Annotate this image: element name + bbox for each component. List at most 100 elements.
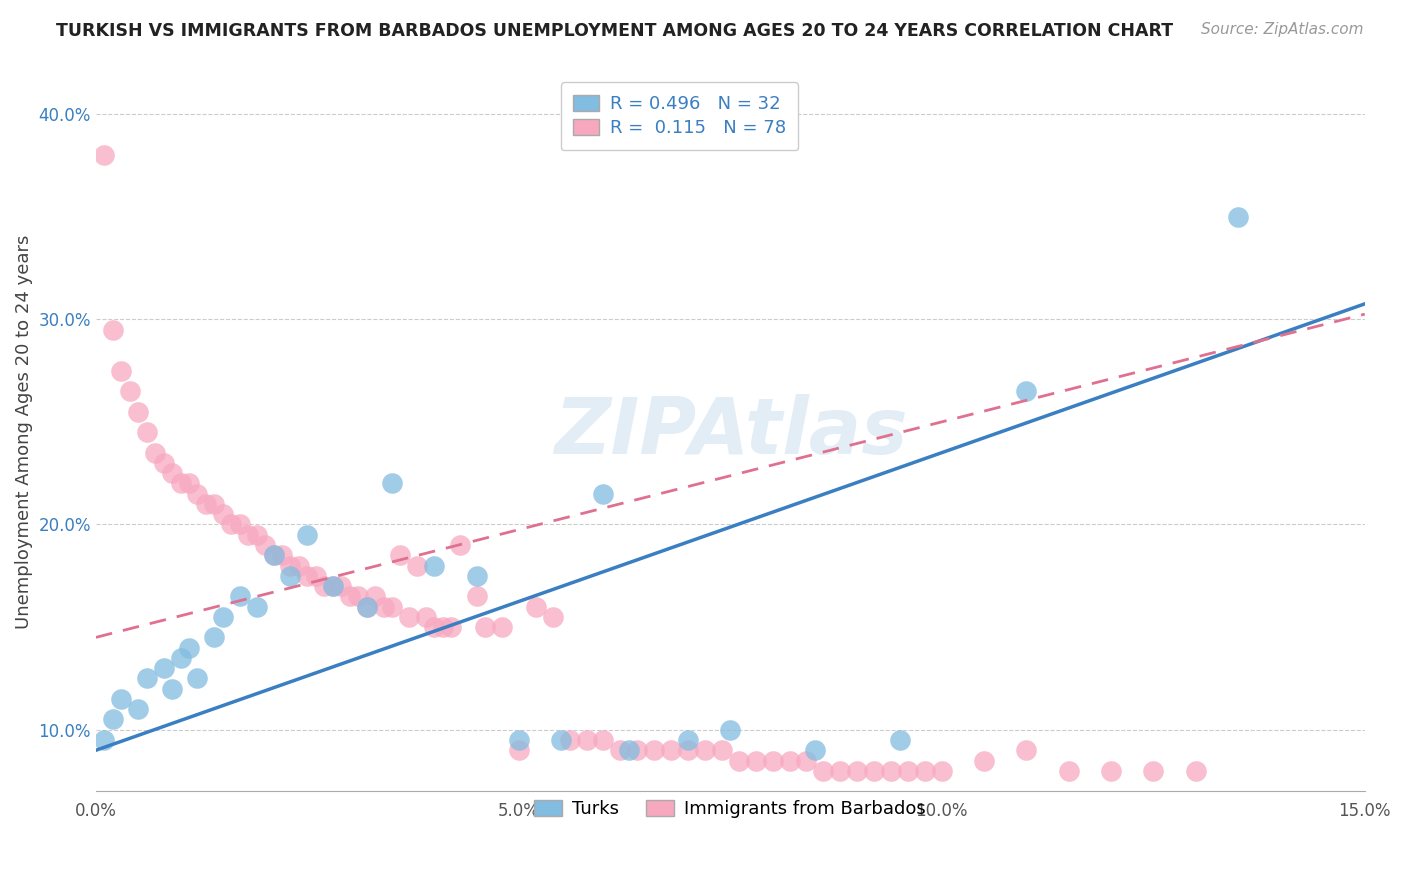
Point: [228, 590, 250, 604]
Point: [110, 692, 132, 706]
Point: [177, 476, 200, 491]
Point: [440, 620, 463, 634]
Point: [322, 579, 344, 593]
Point: [101, 322, 124, 336]
Legend: Turks, Immigrants from Barbados: Turks, Immigrants from Barbados: [527, 793, 934, 825]
Point: [160, 466, 183, 480]
Point: [202, 631, 225, 645]
Point: [219, 517, 242, 532]
Point: [897, 764, 920, 778]
Point: [432, 620, 454, 634]
Point: [118, 384, 141, 398]
Point: [127, 404, 149, 418]
Point: [1142, 764, 1164, 778]
Point: [889, 733, 911, 747]
Point: [339, 590, 361, 604]
Point: [169, 476, 191, 491]
Point: [364, 590, 387, 604]
Point: [550, 733, 572, 747]
Point: [931, 764, 953, 778]
Point: [110, 363, 132, 377]
Point: [558, 733, 581, 747]
Point: [508, 743, 530, 757]
Point: [474, 620, 496, 634]
Point: [659, 743, 682, 757]
Point: [135, 672, 157, 686]
Point: [228, 517, 250, 532]
Point: [356, 599, 378, 614]
Point: [804, 743, 827, 757]
Point: [381, 599, 404, 614]
Point: [813, 764, 835, 778]
Point: [744, 754, 766, 768]
Point: [796, 754, 818, 768]
Point: [322, 579, 344, 593]
Point: [727, 754, 749, 768]
Point: [914, 764, 936, 778]
Point: [143, 445, 166, 459]
Point: [626, 743, 648, 757]
Point: [373, 599, 395, 614]
Point: [1015, 743, 1038, 757]
Point: [406, 558, 429, 573]
Point: [676, 733, 699, 747]
Point: [575, 733, 598, 747]
Point: [305, 569, 328, 583]
Point: [423, 558, 446, 573]
Point: [246, 528, 269, 542]
Point: [160, 681, 183, 696]
Point: [398, 610, 420, 624]
Point: [710, 743, 733, 757]
Point: [263, 549, 285, 563]
Point: [297, 528, 319, 542]
Point: [152, 456, 174, 470]
Point: [718, 723, 741, 737]
Point: [465, 590, 488, 604]
Text: TURKISH VS IMMIGRANTS FROM BARBADOS UNEMPLOYMENT AMONG AGES 20 TO 24 YEARS CORRE: TURKISH VS IMMIGRANTS FROM BARBADOS UNEM…: [56, 22, 1174, 40]
Point: [508, 733, 530, 747]
Point: [423, 620, 446, 634]
Point: [617, 743, 640, 757]
Point: [592, 486, 614, 500]
Point: [1057, 764, 1080, 778]
Point: [246, 599, 269, 614]
Point: [880, 764, 903, 778]
Point: [541, 610, 564, 624]
Point: [465, 569, 488, 583]
Point: [169, 651, 191, 665]
Point: [263, 549, 285, 563]
Point: [93, 733, 115, 747]
Point: [347, 590, 370, 604]
Point: [676, 743, 699, 757]
Point: [524, 599, 547, 614]
Point: [186, 672, 208, 686]
Point: [1015, 384, 1038, 398]
Point: [449, 538, 471, 552]
Point: [127, 702, 149, 716]
Point: [762, 754, 785, 768]
Point: [863, 764, 886, 778]
Point: [592, 733, 614, 747]
Point: [356, 599, 378, 614]
Point: [202, 497, 225, 511]
Point: [973, 754, 995, 768]
Point: [288, 558, 311, 573]
Point: [381, 476, 404, 491]
Text: Source: ZipAtlas.com: Source: ZipAtlas.com: [1201, 22, 1364, 37]
Point: [211, 507, 233, 521]
Point: [238, 528, 260, 542]
Point: [254, 538, 277, 552]
Point: [389, 549, 412, 563]
Point: [415, 610, 437, 624]
Point: [280, 558, 302, 573]
Point: [186, 486, 208, 500]
Point: [152, 661, 174, 675]
Point: [330, 579, 353, 593]
Point: [1099, 764, 1122, 778]
Point: [211, 610, 233, 624]
Point: [314, 579, 336, 593]
Point: [1184, 764, 1206, 778]
Point: [609, 743, 631, 757]
Point: [271, 549, 294, 563]
Point: [779, 754, 801, 768]
